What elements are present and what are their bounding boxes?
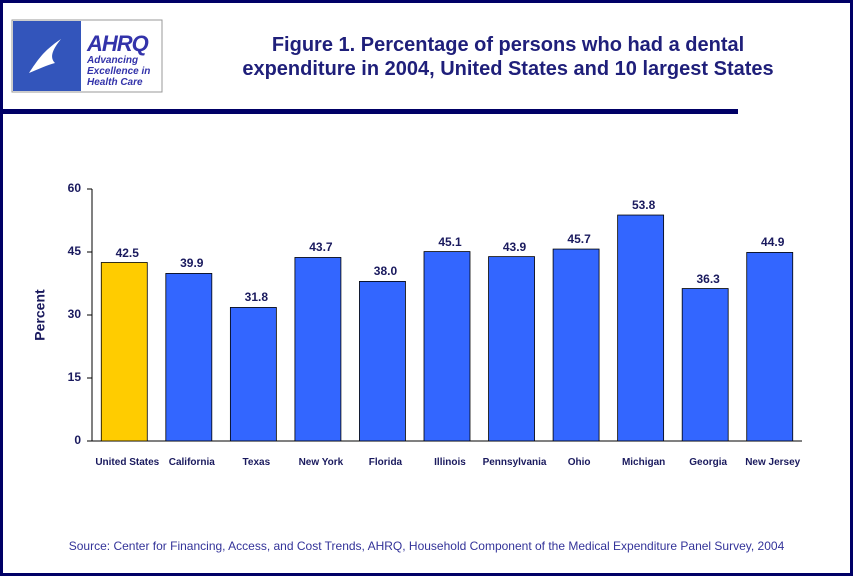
value-label: 45.1 bbox=[438, 234, 462, 249]
x-tick-label: Pennsylvania bbox=[482, 457, 547, 468]
y-tick-label: 60 bbox=[68, 181, 82, 195]
bar bbox=[165, 273, 213, 442]
y-tick-label: 45 bbox=[68, 244, 82, 258]
x-tick-label: Florida bbox=[368, 457, 403, 468]
value-label: 43.9 bbox=[502, 239, 527, 254]
y-axis-label: Percent bbox=[32, 289, 48, 341]
value-label: 36.3 bbox=[696, 271, 720, 286]
x-tick-label: New York bbox=[298, 457, 344, 468]
bar bbox=[229, 307, 277, 442]
bar bbox=[746, 252, 794, 442]
value-label: 39.9 bbox=[180, 256, 204, 271]
value-label: 38.0 bbox=[373, 264, 398, 279]
value-label: 43.7 bbox=[309, 240, 333, 255]
logo-tagline: Advancing Excellence in Health Care bbox=[87, 55, 151, 88]
bar bbox=[294, 257, 342, 442]
x-tick-label: New Jersey bbox=[745, 457, 801, 468]
x-tick-label: Ohio bbox=[567, 457, 591, 468]
value-label: 42.5 bbox=[115, 245, 139, 260]
y-tick-label: 15 bbox=[68, 370, 82, 384]
chart: Percent 0 15 30 45 60 bbox=[3, 19, 802, 447]
value-label: 31.8 bbox=[244, 290, 269, 305]
x-tick-label: United States bbox=[95, 457, 160, 468]
y-tick-label: 0 bbox=[74, 433, 81, 447]
chart-title: Figure 1. Percentage of persons who had … bbox=[242, 34, 774, 80]
x-tick-label: Illinois bbox=[434, 457, 466, 468]
bar bbox=[552, 248, 600, 442]
x-tick-label: Georgia bbox=[689, 457, 728, 468]
x-tick-label: Texas bbox=[242, 457, 271, 468]
bar bbox=[681, 288, 729, 442]
bar bbox=[488, 256, 535, 442]
y-tick-label: 30 bbox=[68, 307, 82, 321]
value-label: 53.8 bbox=[631, 198, 656, 213]
bar bbox=[359, 280, 406, 442]
source-note: Source: Center for Financing, Access, an… bbox=[68, 539, 785, 553]
bar bbox=[100, 262, 148, 442]
header-rule bbox=[3, 109, 738, 114]
bar bbox=[617, 214, 665, 442]
x-tick-label: California bbox=[168, 457, 215, 468]
bar bbox=[423, 251, 471, 442]
value-label: 44.9 bbox=[761, 235, 785, 250]
x-tick-label: Michigan bbox=[621, 457, 666, 468]
value-label: 45.7 bbox=[567, 232, 591, 247]
logo-eagle bbox=[29, 39, 61, 73]
logo-name: AHRQ bbox=[87, 31, 149, 56]
